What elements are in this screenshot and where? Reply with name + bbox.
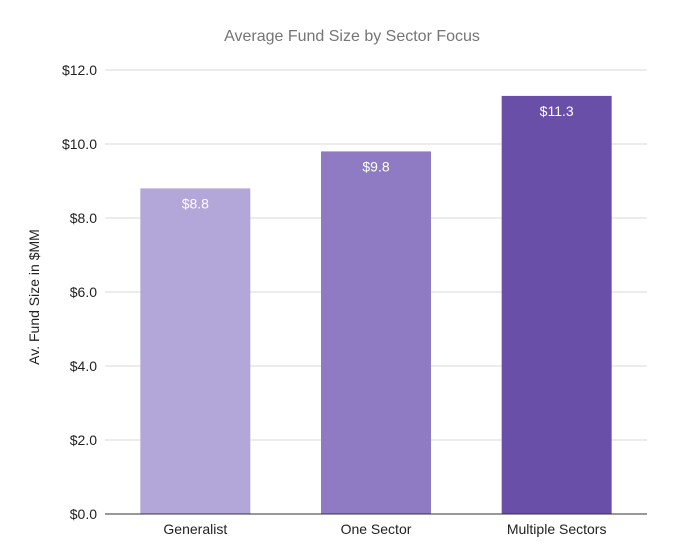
y-tick-label: $0.0 (70, 506, 97, 522)
y-tick-label: $8.0 (70, 210, 97, 226)
x-tick-label: One Sector (341, 521, 412, 537)
y-tick-label: $2.0 (70, 432, 97, 448)
chart-title: Average Fund Size by Sector Focus (224, 28, 480, 45)
bar-data-labels: $8.8 $9.8 $11.3 (182, 103, 574, 211)
bar (501, 95, 612, 515)
x-tick-label: Generalist (163, 521, 227, 537)
bar-data-label: $8.8 (182, 195, 209, 211)
y-tick-label: $10.0 (62, 136, 97, 152)
bar-data-label: $11.3 (540, 103, 574, 119)
y-tick-label: $4.0 (70, 358, 97, 374)
y-tick-label: $12.0 (62, 62, 97, 78)
x-tick-label: Multiple Sectors (507, 521, 607, 537)
bar (140, 188, 251, 514)
y-axis-ticks: $0.0 $2.0 $4.0 $6.0 $8.0 $10.0 $12.0 (62, 62, 97, 522)
bar (321, 151, 431, 514)
x-axis-ticks: Generalist One Sector Multiple Sectors (163, 521, 606, 537)
bar-data-label: $9.8 (362, 158, 389, 174)
bars (140, 95, 612, 515)
y-axis-label: Av. Fund Size in $MM (26, 229, 42, 365)
y-tick-label: $6.0 (70, 284, 97, 300)
